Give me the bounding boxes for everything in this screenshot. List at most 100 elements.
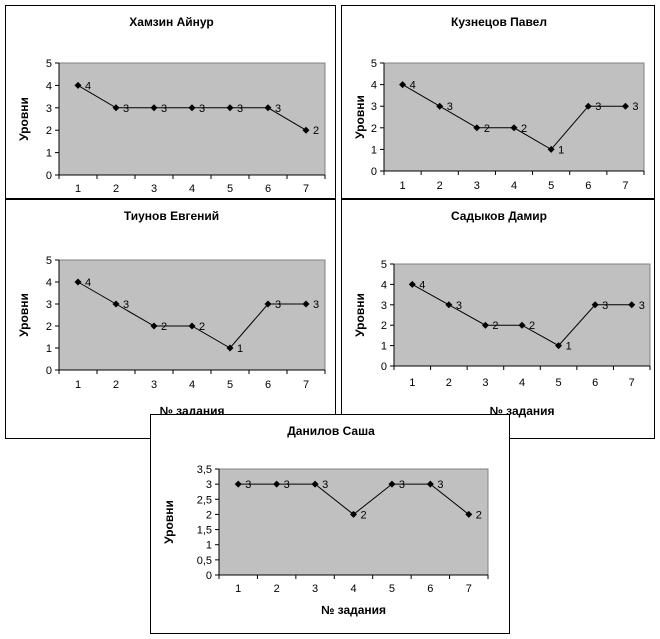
y-tick-label: 1 xyxy=(206,540,212,552)
x-tick-label: 1 xyxy=(400,180,406,192)
x-tick-label: 6 xyxy=(427,583,433,595)
data-label: 3 xyxy=(456,300,462,312)
y-tick-label: 0 xyxy=(46,365,52,377)
data-label: 3 xyxy=(161,103,167,115)
data-point xyxy=(112,300,120,308)
data-point xyxy=(188,104,196,112)
y-tick-label: 5 xyxy=(46,58,52,70)
chart-svg-khamzin: Хамзин Айнур 0 1 2 3 4 5 1 2 3 4 5 6 7 Уровни 4 3 3 3 3 3 2 xyxy=(17,15,326,195)
data-point xyxy=(621,102,629,110)
data-label: 2 xyxy=(521,123,527,135)
x-tick-label: 3 xyxy=(474,180,480,192)
x-tick-label: 3 xyxy=(151,183,157,195)
x-tick-label: 6 xyxy=(585,180,591,192)
y-tick-label: 0 xyxy=(46,170,52,182)
data-point xyxy=(584,102,592,110)
y-tick-label: 2 xyxy=(46,321,52,333)
y-tick-label: 2,5 xyxy=(197,494,212,506)
data-point xyxy=(408,280,416,288)
plot-area xyxy=(383,62,645,172)
data-label: 2 xyxy=(199,321,205,333)
y-tick-label: 1 xyxy=(381,341,387,353)
y-axis-label: Уровни xyxy=(17,293,31,337)
y-tick-label: 3 xyxy=(206,479,212,491)
x-tick-label: 1 xyxy=(409,377,415,389)
x-tick-label: 1 xyxy=(235,583,241,595)
data-point xyxy=(226,104,234,112)
x-tick-label: 6 xyxy=(592,377,598,389)
data-point xyxy=(436,102,444,110)
data-point xyxy=(591,301,599,309)
data-label: 3 xyxy=(275,299,281,311)
data-point xyxy=(226,344,234,352)
data-label: 3 xyxy=(639,300,645,312)
data-label: 2 xyxy=(492,320,498,332)
y-tick-label: 2 xyxy=(371,123,377,135)
data-label: 4 xyxy=(85,80,91,92)
data-point xyxy=(445,301,453,309)
data-label: 1 xyxy=(558,144,564,156)
data-label: 1 xyxy=(237,343,243,355)
data-label: 3 xyxy=(284,479,290,491)
data-point xyxy=(234,480,242,488)
data-label: 3 xyxy=(602,300,608,312)
data-label: 3 xyxy=(199,103,205,115)
data-point xyxy=(264,300,272,308)
data-point xyxy=(510,124,518,132)
y-tick-label: 3 xyxy=(46,103,52,115)
data-point xyxy=(350,510,357,518)
data-label: 2 xyxy=(361,509,367,521)
x-tick-label: 6 xyxy=(265,183,271,195)
y-tick-label: 4 xyxy=(46,80,52,92)
data-label: 3 xyxy=(447,101,453,113)
y-axis-label: Уровни xyxy=(353,293,367,337)
x-tick-label: 5 xyxy=(227,183,233,195)
x-tick-label: 2 xyxy=(113,379,119,391)
y-axis-label: Уровни xyxy=(353,95,367,139)
x-tick-label: 4 xyxy=(511,180,517,192)
data-label: 3 xyxy=(123,299,129,311)
data-label: 4 xyxy=(410,80,416,92)
y-tick-label: 0 xyxy=(371,166,377,178)
y-tick-label: 3 xyxy=(371,101,377,113)
data-label: 3 xyxy=(275,103,281,115)
x-tick-label: 6 xyxy=(265,379,271,391)
y-axis-label: Уровни xyxy=(162,500,176,544)
y-tick-label: 0 xyxy=(381,361,387,373)
data-point xyxy=(555,342,563,350)
chart-svg-kuznetsov: Кузнецов Павел 0 1 2 3 4 5 1 2 3 4 5 6 7 Уровни 4 3 2 2 1 3 3 xyxy=(353,15,645,192)
data-point xyxy=(628,301,636,309)
data-label: 4 xyxy=(85,277,91,289)
data-label: 2 xyxy=(484,123,490,135)
data-label: 3 xyxy=(632,101,638,113)
plot-area xyxy=(393,263,651,367)
y-axis-label: Уровни xyxy=(17,97,31,141)
chart-title: Хамзин Айнур xyxy=(129,15,213,29)
x-tick-label: 2 xyxy=(274,583,280,595)
data-point xyxy=(188,322,196,330)
data-label: 3 xyxy=(237,103,243,115)
y-tick-label: 5 xyxy=(381,259,387,271)
x-tick-label: 7 xyxy=(622,180,628,192)
x-tick-label: 7 xyxy=(303,379,309,391)
data-label: 3 xyxy=(313,299,319,311)
chart-svg-danilov: Данилов Саша 0 0,5 1 1,5 2 2,5 3 3,5 1 2 3 4 5 6 7 Уровн… xyxy=(162,424,489,617)
y-tick-label: 1 xyxy=(46,343,52,355)
chart-title: Садыков Дамир xyxy=(451,209,547,223)
x-tick-label: 2 xyxy=(446,377,452,389)
y-tick-label: 1,5 xyxy=(197,525,212,537)
y-tick-label: 4 xyxy=(381,279,387,291)
chart-title: Данилов Саша xyxy=(287,424,375,438)
data-point xyxy=(518,321,526,329)
x-tick-label: 2 xyxy=(437,180,443,192)
data-point xyxy=(399,81,407,89)
x-tick-label: 3 xyxy=(482,377,488,389)
y-tick-label: 0 xyxy=(206,570,212,582)
y-tick-label: 2 xyxy=(381,320,387,332)
data-point xyxy=(547,145,555,153)
chart-panel-tiunov: Тиунов Евгений 0 1 2 3 4 5 1 2 3 4 5 6 7 Уровни № задан… xyxy=(5,199,336,439)
y-tick-label: 5 xyxy=(371,58,377,70)
data-point xyxy=(481,321,489,329)
x-tick-label: 3 xyxy=(151,379,157,391)
